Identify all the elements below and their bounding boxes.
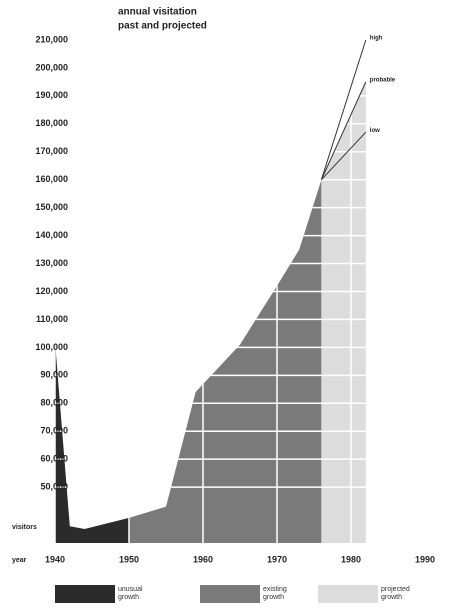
y-tick-label: 120,000 — [35, 286, 68, 296]
y-tick-label: 170,000 — [35, 146, 68, 156]
x-axis-label: year — [12, 557, 27, 564]
legend-label: existing growth — [263, 586, 287, 601]
y-tick-label: 100,000 — [35, 342, 68, 352]
line-label: high — [370, 36, 383, 42]
legend-swatch — [318, 585, 378, 603]
y-tick-label: 200,000 — [35, 62, 68, 72]
legend-swatch — [200, 585, 260, 603]
area — [129, 179, 322, 543]
legend-label: unusual growth — [118, 586, 143, 601]
line-label: probable — [370, 77, 396, 83]
chart-subtitle: past and projected — [118, 21, 207, 32]
x-tick-label: 1990 — [415, 554, 435, 564]
y-tick-label: 190,000 — [35, 90, 68, 100]
x-tick-label: 1960 — [193, 554, 213, 564]
y-tick-label: 210,000 — [35, 34, 68, 44]
y-tick-label: 130,000 — [35, 258, 68, 268]
area — [55, 341, 129, 543]
legend-label: projected growth — [381, 586, 410, 601]
projection-line — [321, 131, 367, 181]
x-tick-label: 1950 — [119, 554, 139, 564]
y-tick-label: 50,000 — [40, 481, 68, 491]
legend-swatch — [55, 585, 115, 603]
y-axis-label: visitors — [12, 524, 37, 531]
x-tick-label: 1940 — [45, 554, 65, 564]
area — [321, 81, 366, 543]
y-tick-label: 70,000 — [40, 426, 68, 436]
y-tick-label: 60,000 — [40, 454, 68, 464]
x-tick-label: 1970 — [267, 554, 287, 564]
y-tick-label: 160,000 — [35, 174, 68, 184]
line-label: low — [370, 128, 380, 134]
chart-title: annual visitation — [118, 7, 197, 18]
y-tick-label: 180,000 — [35, 118, 68, 128]
x-tick-label: 1980 — [341, 554, 361, 564]
y-tick-label: 110,000 — [36, 314, 68, 324]
projection-line — [320, 39, 367, 180]
y-tick-label: 150,000 — [35, 202, 68, 212]
y-tick-label: 80,000 — [40, 398, 68, 408]
projection-line — [320, 81, 367, 180]
y-tick-label: 90,000 — [40, 370, 68, 380]
y-tick-label: 140,000 — [35, 230, 68, 240]
